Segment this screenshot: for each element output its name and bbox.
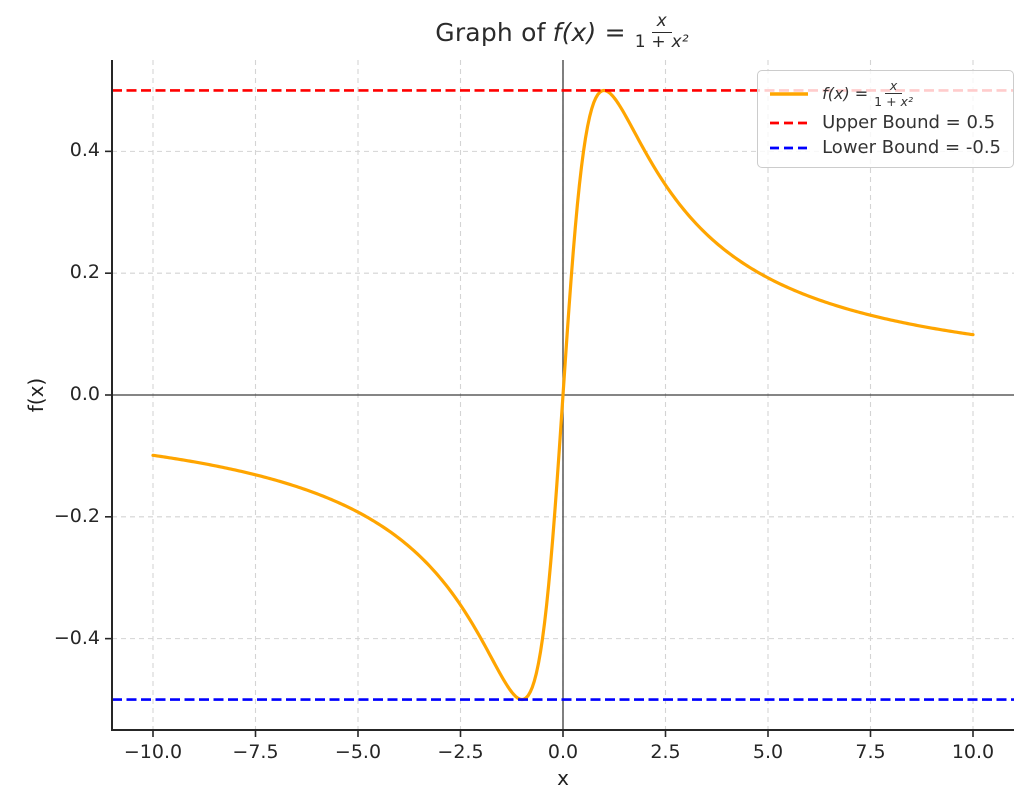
x-tick-label: −5.0 bbox=[334, 741, 382, 763]
legend-entry-upper-bound: Upper Bound = 0.5 bbox=[768, 110, 1001, 135]
legend-label-function: f(x) = x 1 + x² bbox=[822, 78, 913, 110]
title-plain-text: Graph of bbox=[435, 17, 546, 47]
title-math-text: f(x) = bbox=[552, 17, 626, 47]
legend-entry-function: f(x) = x 1 + x² bbox=[768, 77, 1001, 110]
function-curve bbox=[151, 88, 975, 702]
x-tick-label: 0.0 bbox=[547, 741, 579, 763]
chart-title: Graph of f(x) = x 1 + x² bbox=[112, 4, 1014, 60]
y-tick-label: −0.4 bbox=[53, 626, 100, 649]
y-tick-label: 0.0 bbox=[69, 383, 100, 405]
legend-label-lower-bound: Lower Bound = -0.5 bbox=[822, 137, 1001, 159]
y-tick-label: 0.2 bbox=[69, 261, 100, 284]
x-tick-label: 2.5 bbox=[650, 741, 681, 763]
y-tick-label: 0.4 bbox=[69, 139, 100, 162]
title-fraction-denominator: 1 + x² bbox=[634, 31, 689, 52]
legend-label-upper-bound: Upper Bound = 0.5 bbox=[822, 112, 996, 134]
x-tick-label: 7.5 bbox=[855, 741, 886, 763]
legend-entry-lower-bound: Lower Bound = -0.5 bbox=[768, 135, 1001, 160]
x-axis-label: x bbox=[557, 766, 569, 790]
y-tick-label: −0.2 bbox=[53, 504, 100, 527]
legend: f(x) = x 1 + x² Upper Bound = 0.5 Lower Bo… bbox=[757, 70, 1014, 169]
x-tick-label: −2.5 bbox=[437, 741, 484, 763]
title-fraction-numerator: x bbox=[651, 12, 672, 33]
x-tick-label: −7.5 bbox=[232, 741, 279, 763]
x-tick-label: −10.0 bbox=[123, 741, 183, 763]
tick-marks bbox=[105, 150, 974, 737]
legend-swatch-function-line bbox=[770, 91, 809, 96]
legend-swatch-upper-bound-line bbox=[770, 121, 809, 125]
x-tick-label: 5.0 bbox=[752, 741, 784, 763]
x-tick-label: 10.0 bbox=[951, 741, 995, 763]
legend-swatch-lower-bound-line bbox=[770, 146, 809, 150]
